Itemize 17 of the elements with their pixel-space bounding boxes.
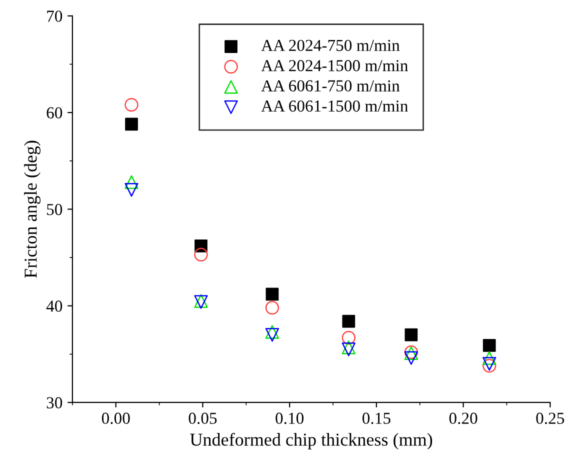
x-tick-label: 0.05 xyxy=(188,412,217,424)
y-tick-label: 30 xyxy=(46,397,62,408)
y-tick-label: 40 xyxy=(46,300,62,312)
y-tick-label: 60 xyxy=(46,107,62,118)
x-tick-label: 0.10 xyxy=(276,412,304,424)
legend-label: AA 2024-750 m/min xyxy=(261,40,400,52)
x-tick-label: 0.15 xyxy=(362,412,390,424)
x-tick-label: 0.00 xyxy=(102,412,130,424)
x-tick-label: 0.20 xyxy=(449,412,478,424)
y-axis-title: Fricton angle (deg) xyxy=(24,140,41,278)
x-tick-label: 0.25 xyxy=(536,412,564,424)
legend-label: AA 6061-1500 m/min xyxy=(261,100,408,112)
legend-label: AA 2024-1500 m/min xyxy=(261,60,408,72)
y-tick-label: 50 xyxy=(47,204,62,216)
y-tick-label: 70 xyxy=(47,10,62,22)
x-axis-title: Undeformed chip thickness (mm) xyxy=(190,432,432,450)
legend-label: AA 6061-750 m/min xyxy=(261,80,400,92)
